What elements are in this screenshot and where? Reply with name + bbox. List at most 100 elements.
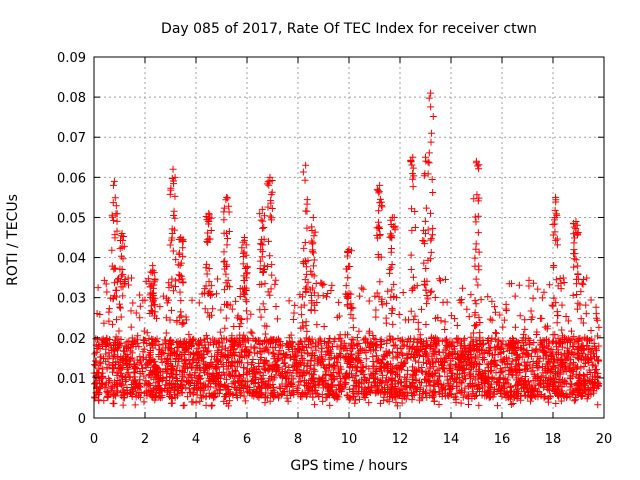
data-point (441, 275, 449, 283)
data-point (103, 363, 111, 371)
data-point (189, 398, 197, 406)
data-point (575, 374, 583, 382)
data-point (574, 270, 582, 278)
data-point (167, 281, 175, 289)
data-point (255, 363, 263, 371)
data-point (533, 330, 541, 338)
data-point (211, 392, 219, 400)
data-point (408, 396, 416, 404)
data-point (163, 299, 171, 307)
data-point (536, 380, 544, 388)
data-point (233, 391, 241, 399)
data-point (544, 322, 552, 330)
data-point (94, 284, 102, 292)
data-point (270, 393, 278, 401)
data-point (142, 377, 150, 385)
data-point (468, 364, 476, 372)
data-point (109, 365, 117, 373)
data-point (409, 285, 417, 293)
data-point (348, 304, 356, 312)
data-point (503, 388, 511, 396)
data-point (300, 259, 308, 267)
data-point (148, 390, 156, 398)
data-point (344, 331, 352, 339)
data-point (310, 256, 318, 264)
data-point (178, 343, 186, 351)
data-point (388, 376, 396, 384)
data-point (421, 281, 429, 289)
data-point (419, 389, 427, 397)
data-point (319, 384, 327, 392)
data-point (221, 381, 229, 389)
data-point (105, 317, 113, 325)
data-point (140, 327, 148, 335)
data-point (104, 393, 112, 401)
data-point (198, 341, 206, 349)
data-point (404, 366, 412, 374)
data-point (378, 338, 386, 346)
data-point (350, 385, 358, 393)
data-point (509, 400, 517, 408)
data-point (265, 181, 273, 189)
data-point (570, 263, 578, 271)
data-point (261, 366, 269, 374)
data-point (392, 363, 400, 371)
data-point (374, 224, 382, 232)
data-point (213, 357, 221, 365)
data-point (202, 392, 210, 400)
data-point (497, 390, 505, 398)
data-point (241, 291, 249, 299)
data-point (499, 368, 507, 376)
data-point (167, 393, 175, 401)
data-point (266, 252, 274, 260)
data-point (220, 216, 228, 224)
data-point (110, 216, 118, 224)
data-point (117, 252, 125, 260)
data-point (551, 228, 559, 236)
data-point (544, 344, 552, 352)
data-point (168, 275, 176, 283)
data-point (320, 337, 328, 345)
data-point (260, 265, 268, 273)
data-point (524, 378, 532, 386)
data-point (220, 204, 228, 212)
data-point (171, 349, 179, 357)
data-point (99, 372, 107, 380)
data-point (278, 365, 286, 373)
data-point (256, 281, 264, 289)
data-point (569, 359, 577, 367)
data-point (176, 271, 184, 279)
data-point (486, 315, 494, 323)
data-point (526, 361, 534, 369)
data-point (427, 103, 435, 111)
data-point (523, 346, 531, 354)
data-point (382, 377, 390, 385)
data-point (225, 385, 233, 393)
data-point (335, 335, 343, 343)
data-point (164, 360, 172, 368)
data-point (335, 298, 343, 306)
data-point (421, 240, 429, 248)
data-point (472, 300, 480, 308)
data-point (376, 278, 384, 286)
data-point (188, 296, 196, 304)
data-point (529, 386, 537, 394)
data-point (492, 329, 500, 337)
data-point (500, 316, 508, 324)
data-point (273, 361, 281, 369)
data-point (221, 257, 229, 265)
data-point (545, 340, 553, 348)
data-point (260, 223, 268, 231)
data-point (274, 335, 282, 343)
data-point (248, 378, 256, 386)
data-point (123, 370, 131, 378)
data-point (552, 193, 560, 201)
data-point (574, 231, 582, 239)
data-point (587, 296, 595, 304)
data-point (496, 311, 504, 319)
data-point (481, 348, 489, 356)
data-point (573, 305, 581, 313)
data-point (148, 308, 156, 316)
data-point (469, 338, 477, 346)
data-point (200, 380, 208, 388)
